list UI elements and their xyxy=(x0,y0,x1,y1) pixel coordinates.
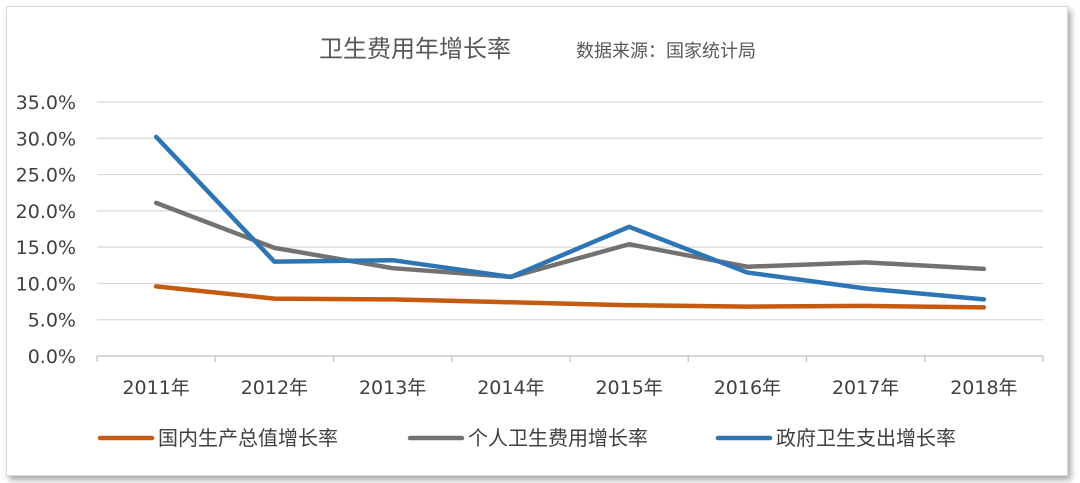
legend-label: 个人卫生费用增长率 xyxy=(468,426,648,450)
legend: 国内生产总值增长率 个人卫生费用增长率 政府卫生支出增长率 xyxy=(97,426,956,450)
y-tick-label: 25.0% xyxy=(16,165,76,187)
x-tick-label: 2011年 xyxy=(122,377,189,399)
x-tick-label: 2014年 xyxy=(477,377,544,399)
x-tick-label: 2015年 xyxy=(595,377,662,399)
y-tick-label: 5.0% xyxy=(28,310,76,332)
series-line xyxy=(153,134,987,302)
x-tick-label: 2018年 xyxy=(950,377,1017,399)
gridlines xyxy=(97,101,1043,357)
legend-label: 政府卫生支出增长率 xyxy=(776,426,956,450)
y-tick-label: 30.0% xyxy=(16,128,76,150)
x-axis: 2011年 2012年 2013年 2014年 2015年 2016年 2017年 2018年 xyxy=(96,356,1044,399)
y-tick-label: 0.0% xyxy=(28,346,76,368)
series-line xyxy=(153,200,987,280)
y-tick-label: 10.0% xyxy=(16,273,76,295)
chart-title: 卫生费用年增长率 xyxy=(319,35,511,63)
chart-subtitle: 数据来源：国家统计局 xyxy=(576,41,756,62)
y-tick-label: 15.0% xyxy=(16,237,76,259)
x-tick-label: 2017年 xyxy=(832,377,899,399)
y-tick-label: 20.0% xyxy=(16,201,76,223)
y-axis: 0.0% 5.0% 10.0% 15.0% 20.0% 25.0% 30.0% 35.0% xyxy=(16,92,76,368)
legend-label: 国内生产总值增长率 xyxy=(158,426,338,450)
x-tick-label: 2013年 xyxy=(359,377,426,399)
series-line xyxy=(153,284,987,310)
y-tick-label: 35.0% xyxy=(16,92,76,114)
x-tick-label: 2012年 xyxy=(241,377,308,399)
series-lines xyxy=(153,134,987,310)
chart-frame xyxy=(6,6,1068,476)
x-tick-label: 2016年 xyxy=(714,377,781,399)
